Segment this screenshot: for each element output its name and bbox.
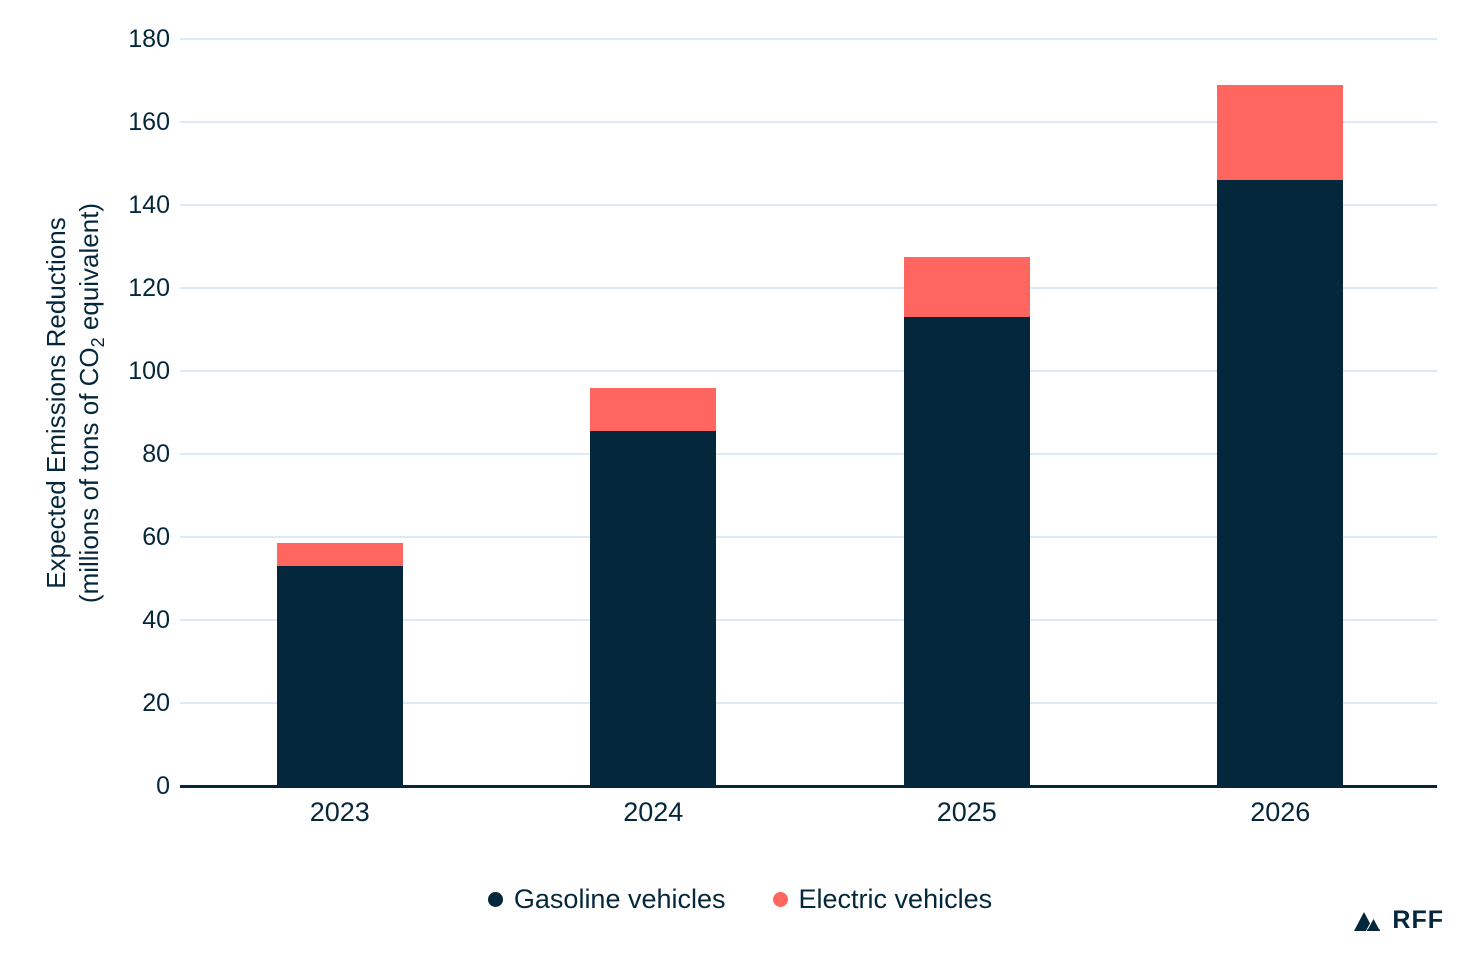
legend-item-gasoline-vehicles: Gasoline vehicles — [487, 884, 726, 915]
bar-2026-electric-vehicles — [1217, 84, 1344, 181]
rff-logo: RFF — [1353, 906, 1444, 935]
y-tick-label-0: 0 — [156, 772, 170, 800]
y-tick-label-160: 160 — [128, 108, 170, 136]
bar-2026-gasoline-vehicles — [1217, 180, 1344, 786]
gridline-80 — [180, 453, 1437, 455]
x-axis-tick-labels: 2023 2024 2025 2026 — [183, 797, 1437, 831]
gridline-60 — [180, 536, 1437, 538]
x-tick-label-2026: 2026 — [1250, 797, 1311, 827]
bar-2023-gasoline-vehicles — [276, 566, 403, 786]
y-tick-label-120: 120 — [128, 274, 170, 302]
legend-label: Gasoline vehicles — [513, 884, 726, 914]
bar-2025-electric-vehicles — [903, 256, 1030, 318]
y-tick-label-40: 40 — [142, 606, 170, 634]
x-tick-label-2024: 2024 — [623, 797, 684, 827]
bar-2023-electric-vehicles — [276, 543, 403, 567]
legend-dot-icon — [487, 892, 503, 907]
y-tick-label-60: 60 — [142, 523, 170, 551]
x-tick-label-2025: 2025 — [936, 797, 997, 827]
gridline-160 — [180, 121, 1437, 123]
y-axis-tick-labels: 0 20 40 60 80 100 120 140 160 180 — [0, 25, 170, 800]
y-tick-label-20: 20 — [142, 689, 170, 717]
x-tick-label-2023: 2023 — [309, 797, 370, 827]
bar-2024-gasoline-vehicles — [590, 431, 717, 786]
bar-2024-electric-vehicles — [590, 387, 717, 432]
y-tick-label-80: 80 — [142, 440, 170, 468]
gridline-100 — [180, 370, 1437, 372]
gridline-140 — [180, 204, 1437, 206]
gridline-20 — [180, 702, 1437, 704]
gridline-40 — [180, 619, 1437, 621]
legend: Gasoline vehicles Electric vehicles — [0, 884, 1480, 915]
mountain-icon — [1354, 911, 1382, 931]
rff-logo-text: RFF — [1392, 906, 1444, 934]
y-tick-label-140: 140 — [128, 191, 170, 219]
bar-2025-gasoline-vehicles — [903, 317, 1030, 786]
gridline-180 — [180, 38, 1437, 40]
y-tick-label-100: 100 — [128, 357, 170, 385]
legend-dot-icon — [772, 892, 788, 907]
legend-item-electric-vehicles: Electric vehicles — [772, 884, 993, 915]
legend-label: Electric vehicles — [798, 884, 993, 914]
x-axis-line — [180, 785, 1437, 788]
plot-area — [180, 38, 1437, 788]
gridline-120 — [180, 287, 1437, 289]
y-tick-label-180: 180 — [128, 25, 170, 53]
